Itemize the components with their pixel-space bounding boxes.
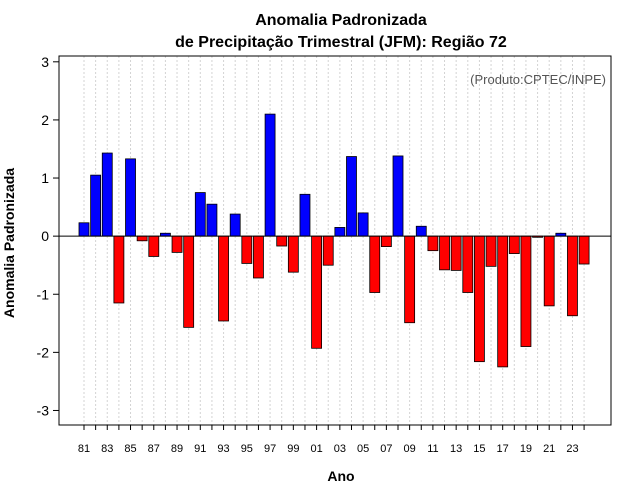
- bar-1981: [78, 222, 90, 237]
- bar-2008: [392, 155, 404, 237]
- x-tick-label: 15: [473, 443, 485, 455]
- bar-1996: [253, 235, 264, 279]
- bar-2016: [485, 235, 497, 267]
- x-tick-label: 83: [101, 443, 113, 455]
- x-tick-label: 01: [310, 443, 322, 455]
- x-tick-label: 09: [404, 443, 416, 455]
- bar-2015: [474, 235, 485, 363]
- bar-1997: [264, 113, 276, 237]
- bar-1986: [136, 235, 148, 242]
- x-tick-label: 97: [264, 443, 276, 455]
- bar-1987: [148, 235, 160, 257]
- x-tick-label: 05: [357, 443, 369, 455]
- x-tick-label: 07: [380, 443, 392, 455]
- bar-2010: [415, 225, 427, 237]
- x-tick-label: 99: [287, 443, 299, 455]
- bar-2023: [567, 235, 578, 317]
- bar-1994: [229, 213, 241, 237]
- x-axis: 81 83 85 87 89 91 93 95 97 99 01 03 05 07 09 11 13 15 17 19…: [78, 425, 585, 455]
- bar-1982: [90, 174, 102, 237]
- x-tick-label: 91: [194, 443, 206, 455]
- bar-1993: [218, 235, 229, 322]
- bar-1990: [183, 235, 195, 328]
- bar-2005: [357, 212, 369, 237]
- bar-1989: [171, 235, 183, 253]
- x-tick-label: 95: [241, 443, 253, 455]
- y-tick-label: 3: [41, 54, 49, 70]
- bar-1985: [125, 158, 136, 237]
- bar-2024: [578, 235, 590, 265]
- bar-2002: [322, 235, 334, 266]
- y-axis-label: Anomalia Padronizada: [1, 168, 17, 318]
- bar-1991: [194, 192, 206, 237]
- bar-2013: [450, 235, 462, 271]
- plot-frame: [58, 55, 612, 426]
- x-tick-label: 85: [124, 443, 136, 455]
- x-tick-label: 23: [566, 443, 578, 455]
- x-tick-label: 81: [78, 443, 90, 455]
- x-tick-label: 17: [497, 443, 509, 455]
- x-tick-label: 03: [334, 443, 346, 455]
- bar-2004: [346, 156, 357, 237]
- bar-2003: [334, 227, 346, 237]
- bar-2011: [427, 235, 439, 252]
- bar-1983: [101, 152, 113, 237]
- bar-1995: [241, 235, 253, 264]
- x-tick-label: 89: [171, 443, 183, 455]
- bar-1984: [113, 235, 125, 304]
- bar-2001: [311, 235, 323, 349]
- bar-1992: [206, 203, 218, 237]
- chart-title-line2: de Precipitação Trimestral (JFM): Região…: [175, 34, 507, 51]
- bar-2021: [543, 235, 555, 307]
- bar-2009: [404, 235, 416, 324]
- bar-2019: [520, 235, 532, 347]
- y-tick-label: 0: [41, 228, 49, 244]
- x-axis-label: Ano: [327, 468, 354, 484]
- credit-label: (Produto:CPTEC/INPE): [470, 72, 606, 87]
- y-tick-label: -1: [37, 286, 50, 302]
- y-tick-label: -3: [37, 402, 50, 418]
- x-tick-label: 21: [543, 443, 555, 455]
- bar-2000: [299, 193, 311, 237]
- x-tick-label: 93: [217, 443, 229, 455]
- bar-1998: [276, 235, 288, 247]
- bar-2012: [439, 235, 450, 271]
- y-tick-label: 1: [41, 170, 49, 186]
- bar-2006: [369, 235, 381, 293]
- bar-2007: [380, 235, 392, 247]
- x-tick-label: 13: [450, 443, 462, 455]
- x-tick-label: 11: [427, 443, 438, 455]
- bar-2017: [497, 235, 509, 368]
- y-axis: -3 -2 -1 0 1 2 3: [37, 54, 59, 418]
- bar-2014: [462, 235, 474, 293]
- bar-1999: [287, 235, 299, 273]
- y-tick-label: -2: [37, 344, 50, 360]
- bars: [78, 113, 590, 368]
- x-tick-label: 19: [520, 443, 532, 455]
- bar-2018: [508, 235, 520, 254]
- chart-title-line1: Anomalia Padronizada: [255, 12, 427, 29]
- x-tick-label: 87: [148, 443, 160, 455]
- y-tick-label: 2: [41, 112, 49, 128]
